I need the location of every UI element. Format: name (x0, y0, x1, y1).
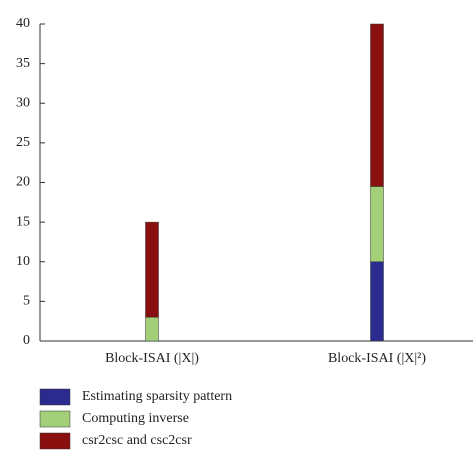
bar-segment (370, 261, 384, 342)
legend-swatch (39, 432, 71, 450)
y-tick-label: 25 (16, 135, 30, 150)
legend-swatch (39, 388, 71, 406)
bar-segment (370, 186, 384, 262)
y-tick-label: 40 (16, 16, 30, 31)
legend-label: Estimating sparsity pattern (82, 389, 232, 404)
y-tick-label: 30 (16, 95, 30, 110)
y-tick-label: 10 (16, 254, 30, 269)
y-tick-label: 35 (16, 56, 30, 71)
legend-label: Computing inverse (82, 411, 189, 426)
y-tick-label: 15 (16, 214, 30, 229)
y-tick-label: 5 (23, 294, 30, 309)
y-tick-label: 20 (16, 175, 30, 190)
x-tick-label: Block-ISAI (|X|) (105, 351, 199, 366)
bar-segment (370, 23, 384, 187)
y-tick-label: 0 (23, 333, 30, 348)
bar-segment (145, 316, 159, 342)
legend-label: csr2csc and csc2csr (82, 433, 192, 448)
x-tick-label: Block-ISAI (|X|²) (328, 351, 426, 366)
bar-segment (145, 221, 159, 318)
legend-swatch (39, 410, 71, 428)
